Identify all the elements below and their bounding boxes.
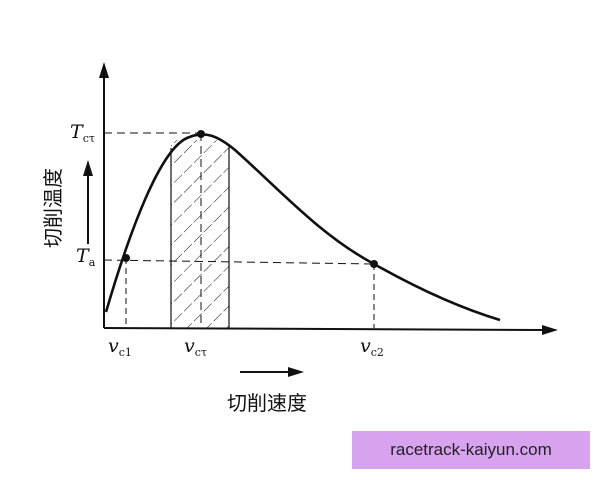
point-vc1 — [122, 254, 130, 262]
x-mark-vc2: vc2 — [360, 335, 384, 359]
watermark-text: racetrack-kaiyun.com — [390, 440, 552, 459]
point-vc2 — [370, 260, 378, 268]
optimal-speed-band — [171, 140, 229, 328]
y-mark-tct: Tcτ — [70, 121, 95, 145]
x-mark-vct: vcτ — [184, 335, 207, 359]
y-axis-arrow — [99, 62, 109, 78]
x-axis-label: 切削速度 — [227, 391, 307, 415]
guide-ta-horizontal — [103, 259, 375, 265]
x-axis — [103, 327, 549, 331]
y-mark-ta: Ta — [76, 245, 96, 269]
x-mark-vc1: vc1 — [108, 335, 132, 359]
x-label-arrow-head — [288, 367, 304, 377]
y-axis-label: 切削温度 — [41, 168, 65, 248]
watermark-banner: racetrack-kaiyun.com — [352, 431, 590, 469]
temperature-curve — [104, 133, 501, 322]
y-label-arrow-head — [83, 160, 93, 176]
point-peak — [197, 130, 205, 138]
x-axis-arrow — [542, 325, 558, 335]
